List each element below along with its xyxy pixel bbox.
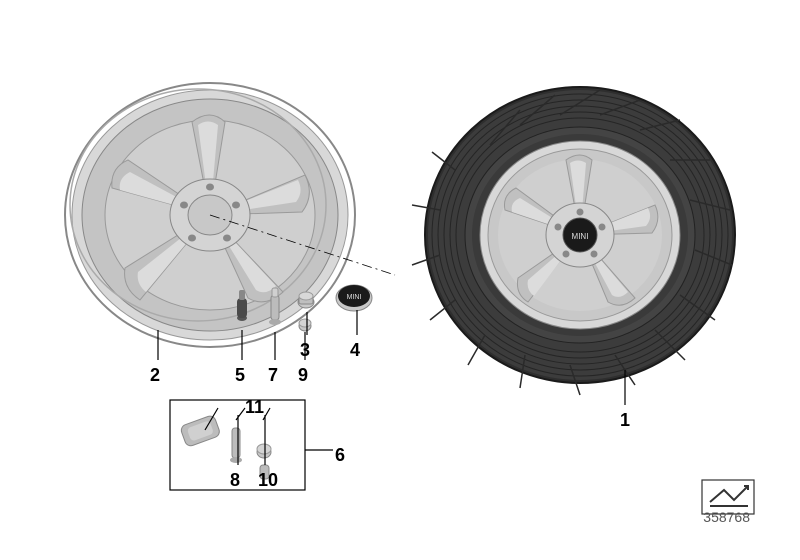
- callout-5: 5: [235, 365, 245, 386]
- diagram-canvas: MINI MINI: [0, 0, 800, 560]
- wheel-tire-assembly: MINI: [412, 87, 735, 395]
- callout-11: 11: [245, 397, 264, 418]
- callout-7: 7: [268, 365, 278, 386]
- hub-badge-right: MINI: [572, 232, 589, 241]
- callout-4: 4: [350, 340, 360, 361]
- callout-6: 6: [335, 445, 345, 466]
- callout-2: 2: [150, 365, 160, 386]
- callout-9: 9: [298, 365, 308, 386]
- diagram-id: 358768: [703, 509, 750, 525]
- callout-8: 8: [230, 470, 240, 491]
- callout-10: 10: [258, 470, 278, 491]
- hub-badge-part: MINI: [347, 294, 362, 301]
- callout-1: 1: [620, 410, 630, 431]
- callout-3: 3: [300, 340, 310, 361]
